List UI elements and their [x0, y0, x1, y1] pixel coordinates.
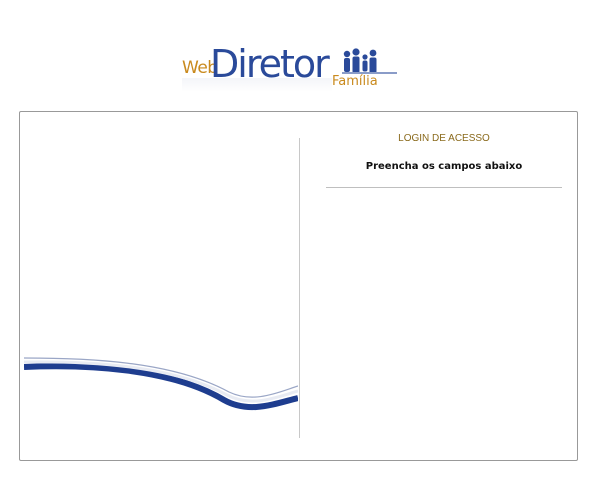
horizontal-rule — [326, 187, 562, 188]
login-title: LOGIN DE ACESSO — [398, 133, 490, 144]
decorative-swoosh — [24, 357, 298, 411]
logo-web-text: Web — [182, 58, 218, 78]
vertical-divider — [299, 138, 300, 438]
family-people-icon — [342, 48, 397, 74]
logo-reflection — [182, 78, 332, 92]
login-instructions: Preencha os campos abaixo — [365, 161, 523, 172]
webdiretor-familia-logo: Web Diretor Família — [180, 40, 400, 102]
logo-familia-text: Família — [332, 74, 378, 89]
login-panel: LOGIN DE ACESSO Preencha os campos abaix… — [19, 111, 578, 461]
logo-diretor-text: Diretor — [210, 42, 330, 86]
